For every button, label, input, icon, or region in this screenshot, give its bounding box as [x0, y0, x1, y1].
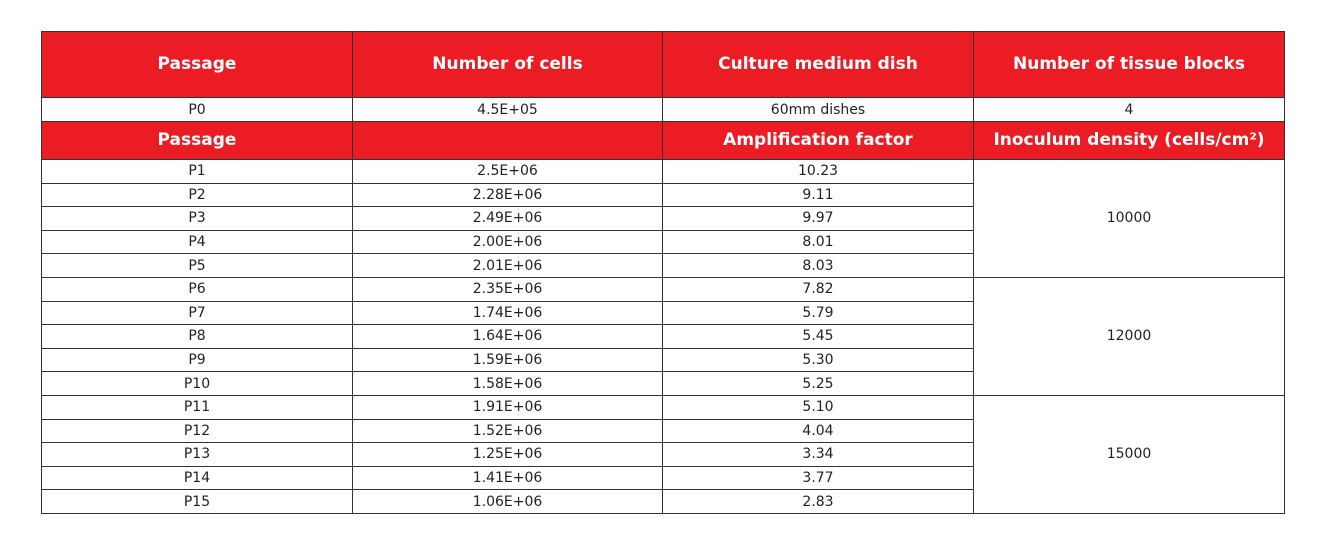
header-passage: Passage: [41, 31, 353, 98]
table-row: P10 1.58E+06 5.25: [41, 371, 1285, 396]
cell-cells: 2.49E+06: [352, 206, 663, 231]
table-row: P11 1.91E+06 5.10 15000: [41, 394, 1285, 514]
p0-dish: 60mm dishes: [662, 97, 974, 122]
cell-passage: P7: [41, 300, 353, 326]
cell-cells: 1.52E+06: [352, 418, 663, 444]
p0-blocks: 4: [973, 97, 1285, 122]
header-culture-medium-dish: Culture medium dish: [662, 31, 974, 98]
cell-factor: 3.77: [662, 465, 974, 491]
subheader-passage: Passage: [41, 121, 353, 160]
cell-factor: 2.83: [662, 489, 974, 514]
cell-factor: 9.11: [662, 182, 974, 208]
cell-cells: 1.91E+06: [352, 394, 663, 420]
cell-cells: 1.64E+06: [352, 324, 663, 349]
cell-factor: 10.23: [662, 159, 974, 184]
cell-factor: 3.34: [662, 442, 974, 467]
p0-cells: 4.5E+05: [352, 97, 663, 122]
inoculum-density-cell: 15000: [973, 394, 1285, 514]
p0-passage: P0: [41, 97, 353, 122]
cell-passage: P3: [41, 206, 353, 231]
table-row: P5 2.01E+06 8.03: [41, 253, 1285, 278]
inoculum-density-cell: 10000: [973, 159, 1285, 278]
table-row: P7 1.74E+06 5.79: [41, 300, 1285, 326]
cell-factor: 5.10: [662, 394, 974, 420]
header-number-of-tissue-blocks: Number of tissue blocks: [973, 31, 1285, 98]
inoculum-density-cell: 12000: [973, 276, 1285, 396]
cell-factor: 9.97: [662, 206, 974, 231]
cell-cells: 1.58E+06: [352, 371, 663, 396]
cell-cells: 2.35E+06: [352, 276, 663, 302]
cell-passage: P11: [41, 394, 353, 420]
table-row: P6 2.35E+06 7.82 12000: [41, 276, 1285, 396]
cell-cells: 1.25E+06: [352, 442, 663, 467]
subheader-row: Passage Amplification factor Inoculum de…: [41, 121, 1285, 160]
header-number-of-cells: Number of cells: [352, 31, 663, 98]
cell-passage: P10: [41, 371, 353, 396]
cell-passage: P6: [41, 276, 353, 302]
header-row: Passage Number of cells Culture medium d…: [41, 31, 1285, 98]
cell-passage: P4: [41, 229, 353, 255]
table-row: P1 2.5E+06 10.23 10000: [41, 159, 1285, 278]
cell-cells: 2.5E+06: [352, 159, 663, 184]
cell-passage: P15: [41, 489, 353, 514]
subheader-amplification-factor: Amplification factor: [662, 121, 974, 160]
cell-passage: P5: [41, 253, 353, 278]
p0-row: P0 4.5E+05 60mm dishes 4: [41, 97, 1285, 122]
table-row: P3 2.49E+06 9.97: [41, 206, 1285, 231]
cell-passage: P12: [41, 418, 353, 444]
cell-passage: P13: [41, 442, 353, 467]
table-row: P14 1.41E+06 3.77: [41, 465, 1285, 491]
cell-factor: 5.45: [662, 324, 974, 349]
cell-cells: 2.00E+06: [352, 229, 663, 255]
cell-factor: 5.25: [662, 371, 974, 396]
cell-cells: 2.01E+06: [352, 253, 663, 278]
cell-factor: 7.82: [662, 276, 974, 302]
table-row: P12 1.52E+06 4.04: [41, 418, 1285, 444]
cell-cells: 1.59E+06: [352, 347, 663, 373]
cell-cells: 1.41E+06: [352, 465, 663, 491]
cell-factor: 5.79: [662, 300, 974, 326]
table-row: P8 1.64E+06 5.45: [41, 324, 1285, 349]
passage-table: Passage Number of cells Culture medium d…: [41, 31, 1285, 514]
cell-cells: 1.74E+06: [352, 300, 663, 326]
cell-factor: 8.01: [662, 229, 974, 255]
cell-factor: 8.03: [662, 253, 974, 278]
cell-passage: P14: [41, 465, 353, 491]
table-row: P15 1.06E+06 2.83: [41, 489, 1285, 514]
cell-passage: P2: [41, 182, 353, 208]
cell-factor: 4.04: [662, 418, 974, 444]
cell-factor: 5.30: [662, 347, 974, 373]
subheader-inoculum-density: Inoculum density (cells/cm²): [973, 121, 1285, 160]
table-row: P13 1.25E+06 3.34: [41, 442, 1285, 467]
cell-passage: P8: [41, 324, 353, 349]
cell-cells: 1.06E+06: [352, 489, 663, 514]
cell-passage: P9: [41, 347, 353, 373]
cell-cells: 2.28E+06: [352, 182, 663, 208]
cell-passage: P1: [41, 159, 353, 184]
table-row: P4 2.00E+06 8.01: [41, 229, 1285, 255]
table-row: P9 1.59E+06 5.30: [41, 347, 1285, 373]
table-row: P2 2.28E+06 9.11: [41, 182, 1285, 208]
subheader-cells: [352, 121, 663, 160]
